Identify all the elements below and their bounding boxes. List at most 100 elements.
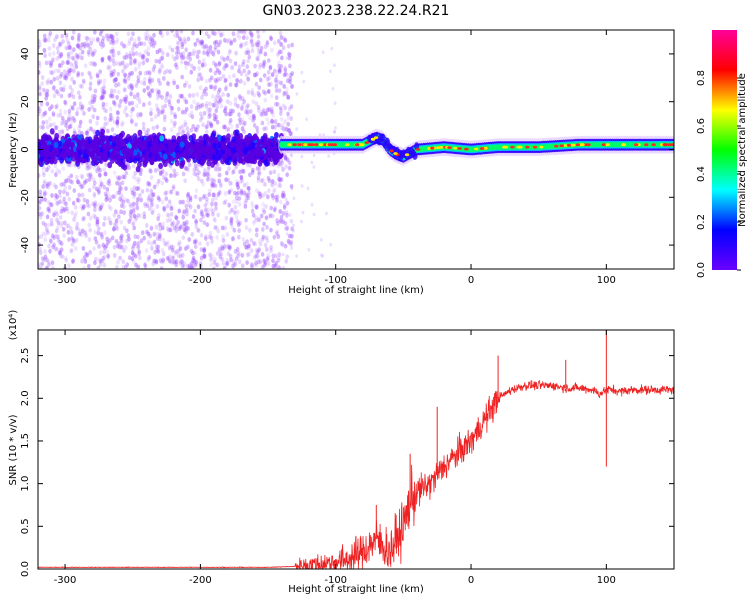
noise-cell [262, 209, 267, 215]
noise-cell [183, 98, 188, 104]
noise-cell [230, 65, 234, 70]
noise-cell [119, 238, 124, 244]
noise-cell [155, 49, 160, 55]
noise-cell [252, 72, 257, 78]
noise-cell [174, 259, 178, 265]
noise-cell [274, 253, 278, 259]
noise-cell [246, 111, 250, 116]
figure-title: GN03.2023.238.22.24.R21 [263, 3, 450, 19]
noise-cell [191, 214, 196, 220]
noise-cell [235, 182, 239, 187]
noise-cell [205, 129, 209, 135]
noise-cell [179, 52, 183, 58]
noise-cell [225, 63, 229, 69]
noise-cell [212, 112, 217, 118]
noise-cell [77, 35, 81, 41]
noise-cell [158, 236, 162, 242]
noise-cell [172, 259, 176, 265]
noise-cell [102, 89, 107, 95]
noise-cell [117, 175, 122, 181]
noise-cell [45, 101, 50, 107]
noise-cell [81, 246, 85, 251]
noise-cell [229, 111, 233, 117]
noise-cell [66, 175, 71, 181]
noise-cell [132, 252, 136, 258]
noise-cell [247, 69, 251, 75]
noise-cell [236, 185, 240, 190]
noise-cell [116, 212, 121, 217]
noise-cell [280, 242, 285, 248]
noise-cell [237, 94, 242, 99]
noise-cell [132, 225, 136, 231]
noise-cell [112, 68, 116, 74]
noise-cell [42, 111, 46, 117]
noise-cell [204, 86, 208, 92]
noise-cell [143, 201, 147, 207]
noise-cell [147, 181, 151, 187]
noise-cell [240, 126, 245, 132]
noise-cell [150, 210, 155, 216]
noise-cell [235, 246, 240, 252]
noise-cell [185, 208, 189, 213]
noise-cell [127, 165, 131, 171]
noise-cell [115, 121, 119, 126]
noise-cell [64, 120, 69, 125]
noise-cell [233, 190, 237, 196]
noise-cell [104, 194, 109, 199]
noise-cell [66, 60, 71, 65]
noise-cell [217, 61, 221, 67]
noise-cell [221, 31, 225, 37]
noise-cell [277, 265, 281, 269]
noise-cell [285, 232, 289, 236]
noise-cell [249, 248, 254, 254]
noise-cell [203, 168, 207, 173]
noise-cell [115, 123, 120, 128]
noise-cell [102, 82, 106, 88]
noise-cell [110, 36, 114, 41]
noise-cell [88, 172, 93, 178]
spectral-cell [110, 157, 115, 164]
noise-cell [184, 65, 188, 70]
noise-cell [58, 253, 62, 258]
noise-cell [109, 194, 113, 200]
noise-cell [131, 258, 136, 264]
noise-cell [234, 82, 238, 88]
noise-cell [279, 107, 283, 113]
noise-cell [68, 124, 73, 129]
noise-cell [100, 39, 105, 44]
noise-cell [149, 42, 154, 47]
noise-cell [198, 103, 203, 109]
noise-cell [233, 262, 237, 268]
noise-cell [101, 42, 106, 48]
noise-cell [38, 91, 42, 97]
spectral-cell [158, 162, 164, 170]
noise-cell [245, 35, 249, 41]
noise-cell [112, 244, 117, 250]
noise-cell [215, 119, 220, 125]
noise-cell [107, 178, 111, 184]
noise-cell [150, 37, 155, 43]
spectral-cell [38, 152, 41, 159]
noise-cell [160, 95, 164, 100]
noise-cell [167, 199, 172, 205]
noise-cell [74, 237, 79, 243]
noise-cell [258, 191, 263, 197]
noise-cell [281, 126, 286, 132]
spectral-cell [94, 140, 99, 148]
spectral-cell [47, 135, 53, 143]
noise-cell [38, 199, 43, 205]
noise-cell [257, 238, 262, 244]
noise-cell [84, 40, 89, 46]
noise-cell [48, 31, 53, 36]
noise-cell [76, 226, 80, 232]
noise-cell [190, 110, 194, 116]
noise-cell [174, 50, 179, 56]
noise-cell [63, 220, 67, 226]
noise-cell [92, 213, 96, 219]
noise-cell [279, 177, 284, 182]
noise-cell [42, 87, 46, 93]
noise-cell [248, 172, 252, 178]
noise-cell [245, 239, 249, 245]
noise-cell [271, 112, 276, 118]
noise-cell [198, 261, 203, 267]
